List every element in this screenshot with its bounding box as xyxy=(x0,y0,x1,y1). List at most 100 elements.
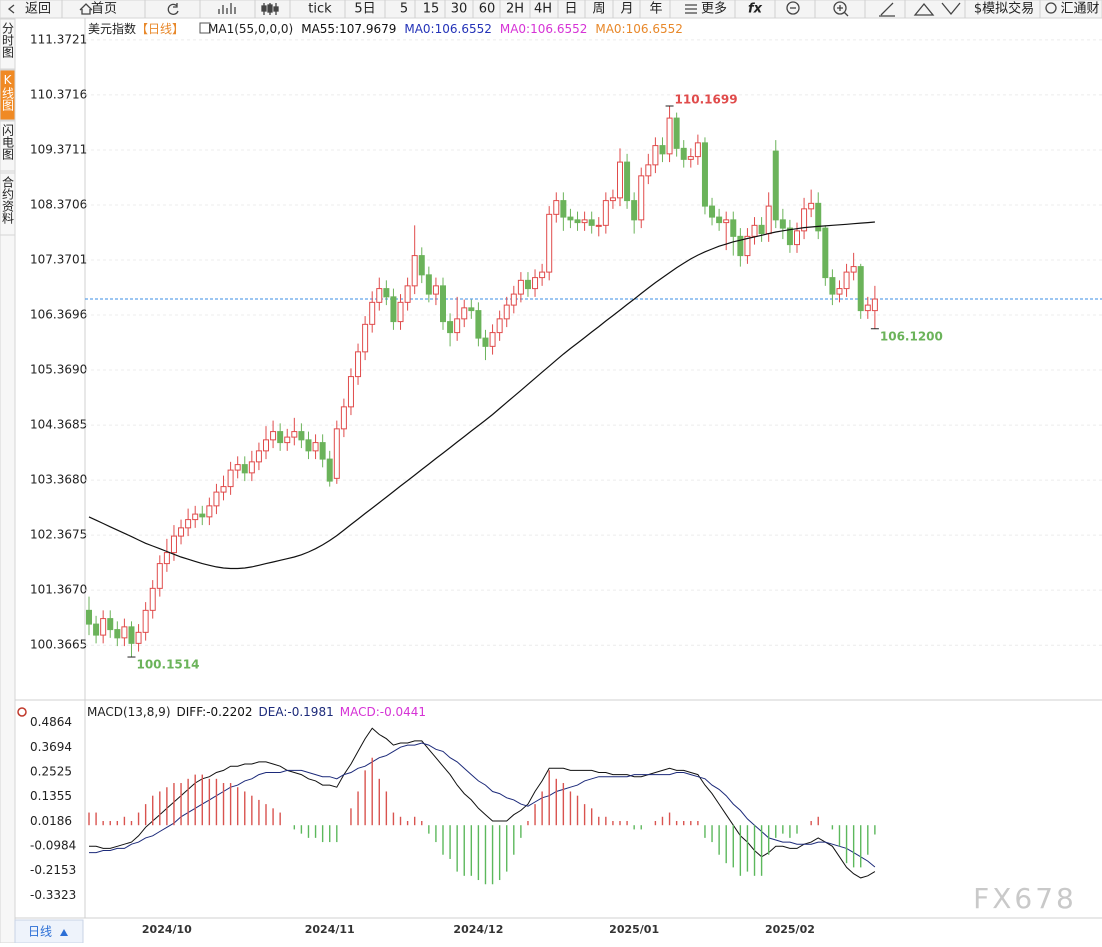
candle-body xyxy=(815,202,822,232)
candle-body xyxy=(305,439,312,452)
menu-icon[interactable] xyxy=(685,4,697,14)
candle-body xyxy=(170,535,177,554)
extreme-label: 100.1514 xyxy=(136,658,199,672)
macd-settings-icon[interactable] xyxy=(17,707,27,717)
y-tick-label: 101.3670 xyxy=(30,583,87,597)
candle-body xyxy=(411,255,418,287)
candle-body xyxy=(595,224,602,227)
y-tick-label: 106.3696 xyxy=(30,308,87,322)
toolbar-button[interactable]: 日 xyxy=(564,2,577,17)
back-icon[interactable] xyxy=(7,4,15,14)
candle-body xyxy=(333,428,340,479)
toolbar-button[interactable]: 60 xyxy=(479,2,496,17)
toolbar-button[interactable]: 30 xyxy=(451,2,468,17)
candle-body xyxy=(779,219,786,229)
toolbar-button[interactable]: 周 xyxy=(592,2,605,17)
chart-subtitle: 【日线】 xyxy=(136,22,184,36)
side-tab[interactable]: 合约资料 xyxy=(1,175,15,224)
candle-body xyxy=(489,332,496,347)
candle-body xyxy=(468,307,475,312)
toolbar-button[interactable]: 年 xyxy=(649,2,662,17)
candle-body xyxy=(121,626,128,639)
y-tick-label: 104.3685 xyxy=(30,418,87,432)
candle-body xyxy=(574,219,581,224)
candle-body xyxy=(617,161,623,199)
candle-body xyxy=(723,219,730,224)
candle-body xyxy=(666,117,673,155)
candle-body xyxy=(156,563,163,589)
toolbar-button[interactable]: 汇通财 xyxy=(1060,2,1099,17)
toolbar-button[interactable]: $模拟交易 xyxy=(974,1,1034,17)
ma-icon[interactable] xyxy=(199,22,211,34)
toolbar-button[interactable]: 15 xyxy=(423,2,440,17)
candle-body xyxy=(567,216,574,221)
candle-body xyxy=(185,519,192,529)
candle-body xyxy=(447,321,454,334)
candle-body xyxy=(475,310,482,339)
candle-icon-body xyxy=(261,5,267,12)
toolbar-button[interactable]: 5 xyxy=(400,2,408,17)
candle-body xyxy=(362,323,369,353)
legend-entry: DIFF:-0.2202 xyxy=(177,705,253,719)
y-tick-label: 110.3716 xyxy=(30,87,87,101)
toolbar-button[interactable]: 5日 xyxy=(354,2,375,17)
toolbar-button[interactable]: 4H xyxy=(534,2,552,17)
x-tick-label: 2024/12 xyxy=(453,923,503,936)
refresh-icon[interactable] xyxy=(167,3,179,15)
x-tick-label: 2025/01 xyxy=(609,923,659,936)
candle-body xyxy=(560,200,567,218)
candle-body xyxy=(517,279,524,295)
zoom-in-plus xyxy=(837,5,849,17)
toolbar-button[interactable]: 返回 xyxy=(25,2,51,17)
y-tick-label: 102.3675 xyxy=(30,528,87,542)
y-tick-label: 0.1355 xyxy=(30,789,72,803)
candle-body xyxy=(716,216,723,224)
triangle-down-icon[interactable] xyxy=(941,2,961,16)
side-tab-bg xyxy=(0,18,16,70)
home-icon[interactable] xyxy=(79,3,93,15)
candle-body xyxy=(440,285,446,323)
candle-body xyxy=(248,461,255,474)
toolbar-button[interactable]: 更多 xyxy=(701,1,727,17)
legend-entry: MA0:106.6552 xyxy=(404,22,492,36)
candle-body xyxy=(425,274,432,295)
candle-body xyxy=(142,609,149,633)
chart-header: 美元指数【日线】 MA1(55,0,0,0) MA55:107.9679 MA0:10… xyxy=(88,21,683,36)
side-tab[interactable]: K线图 xyxy=(1,73,15,111)
candle-body xyxy=(86,609,92,625)
toolbar-button[interactable]: tick xyxy=(308,2,332,17)
y-tick-label: 107.3701 xyxy=(30,252,87,266)
pen-icon[interactable] xyxy=(879,2,895,17)
side-tab[interactable]: 闪电图 xyxy=(1,124,15,160)
candle-body xyxy=(163,552,170,565)
macd-header: MACD(13,8,9) DIFF:-0.2202 DEA:-0.1981 MACD:… xyxy=(87,705,426,719)
toolbar-button[interactable]: 月 xyxy=(620,2,633,17)
side-tab-bg xyxy=(0,172,16,236)
candle-body xyxy=(553,200,560,215)
candle-body xyxy=(638,175,645,221)
candle-body xyxy=(376,288,383,303)
zoom-out-icon[interactable] xyxy=(786,1,800,15)
candle-body xyxy=(765,205,772,235)
y-tick-label: -0.3323 xyxy=(30,888,76,902)
candle-body xyxy=(100,618,107,636)
toolbar-button[interactable]: 2H xyxy=(506,2,524,17)
legend-entry: DEA:-0.1981 xyxy=(259,705,334,719)
huitong-icon[interactable] xyxy=(1045,2,1057,14)
candle-body xyxy=(291,431,298,438)
y-tick-label: 0.3694 xyxy=(30,740,72,754)
candle-icon-body xyxy=(273,6,279,12)
side-tab[interactable]: 分时图 xyxy=(1,22,15,58)
y-tick-label: 0.0186 xyxy=(30,814,72,828)
bar-icon[interactable] xyxy=(218,3,236,14)
y-tick-label: 108.3706 xyxy=(30,197,87,211)
toolbar-button[interactable]: 首页 xyxy=(91,2,117,17)
zoom-in-icon[interactable] xyxy=(833,1,847,15)
toolbar-button[interactable]: fx xyxy=(748,2,763,17)
bottom-tab[interactable]: 日线 xyxy=(28,925,52,939)
candle-body xyxy=(843,271,850,290)
y-tick-label: 105.3690 xyxy=(30,363,87,377)
triangle-icon[interactable] xyxy=(913,2,935,16)
